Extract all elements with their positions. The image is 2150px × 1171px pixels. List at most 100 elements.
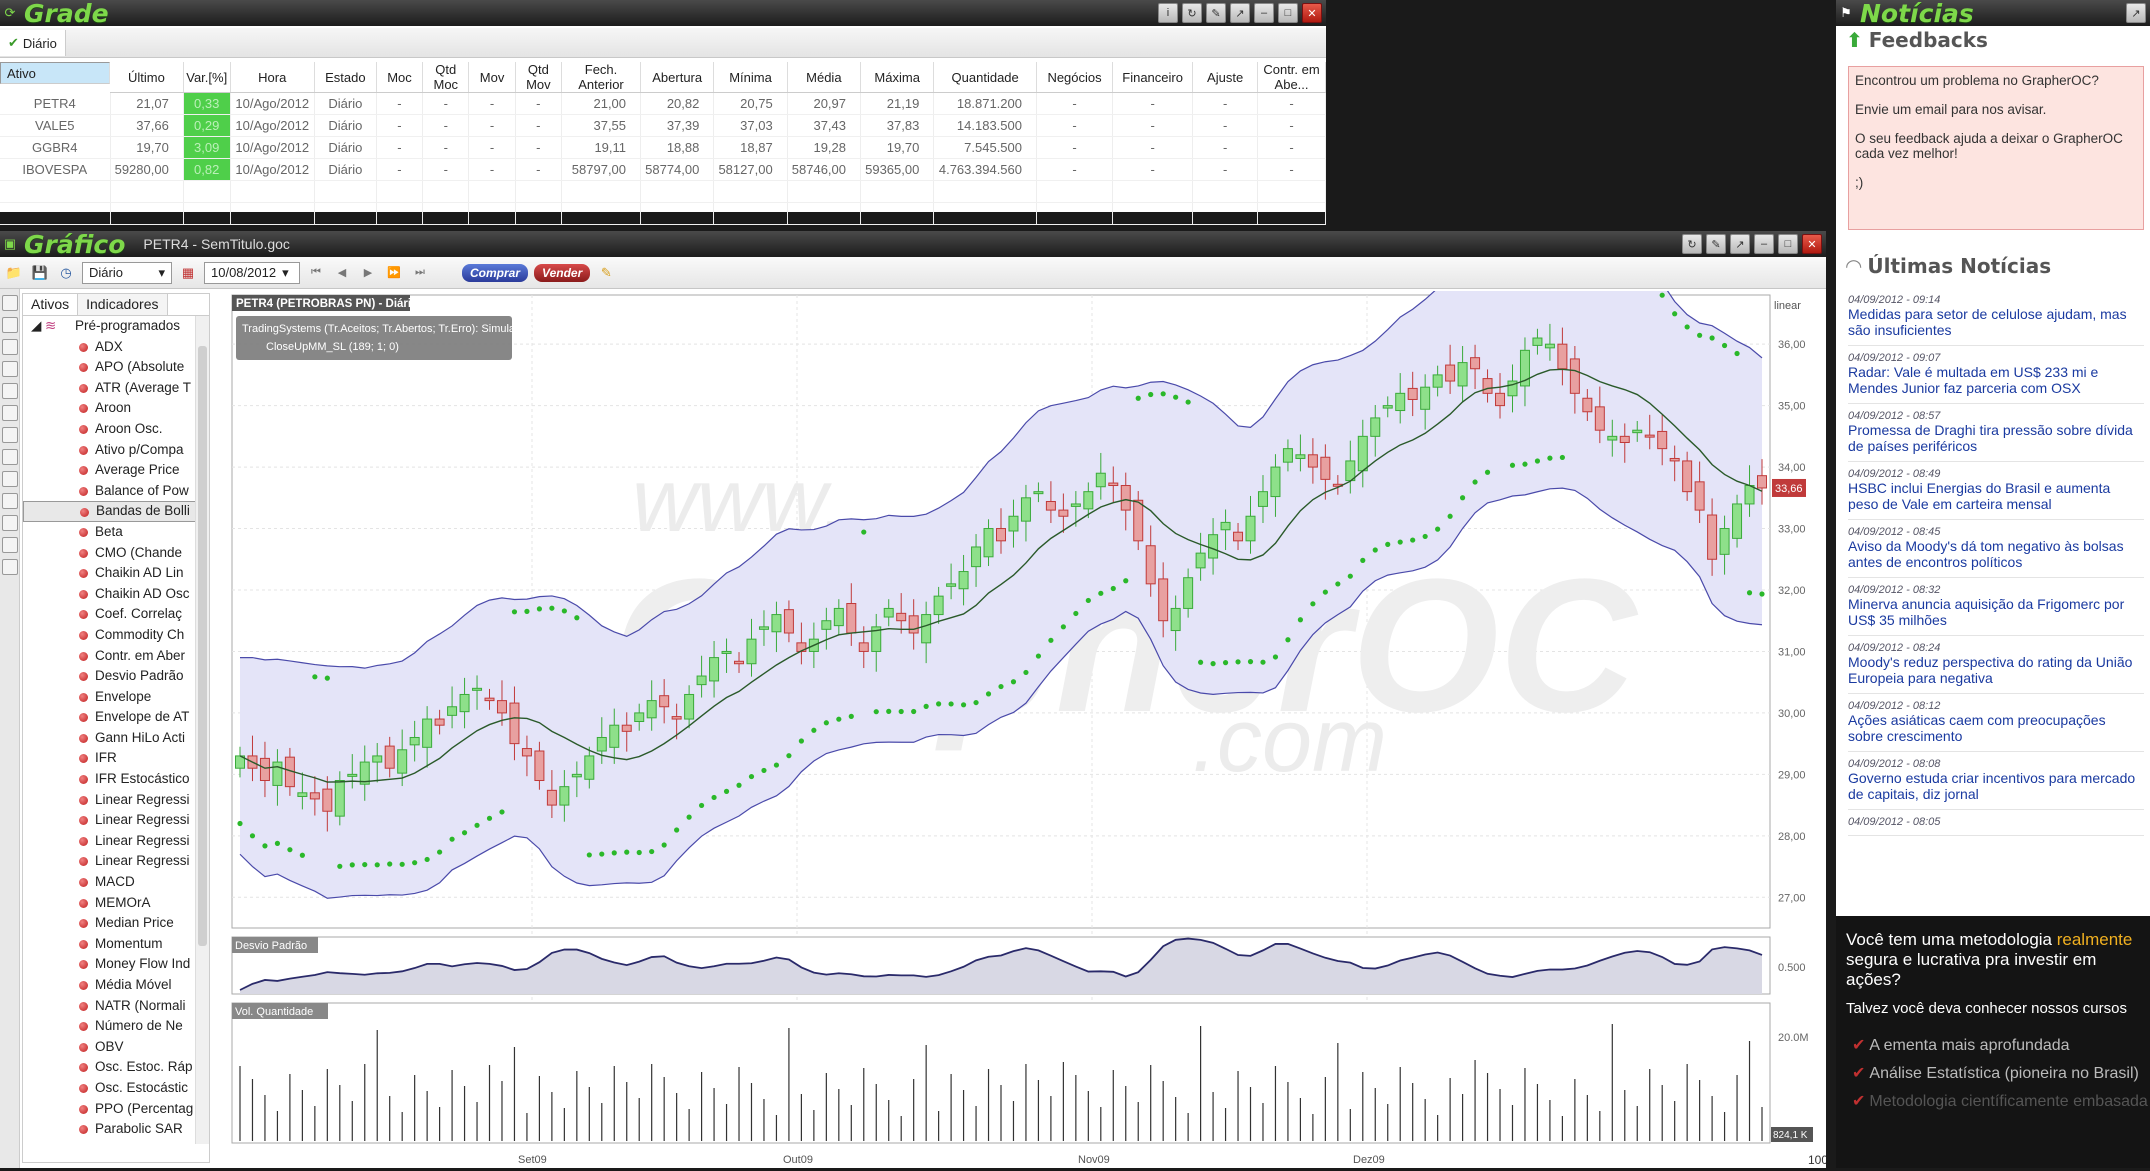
column-header[interactable]: Fech. Anterior [561, 62, 642, 93]
indicator-item[interactable]: Commodity Ch [23, 625, 209, 646]
indicator-item[interactable]: Median Price [23, 913, 209, 934]
pencil-tool-icon[interactable] [2, 317, 18, 333]
column-header[interactable]: Último [110, 62, 184, 93]
table-row[interactable]: PETR4 21,07 0,33 10/Ago/2012 Diário - - - -21,00… [0, 92, 1326, 115]
news-item[interactable]: 04/09/2012 - 09:14 Medidas para setor de … [1848, 288, 2144, 346]
table-row[interactable]: VALE5 37,66 0,29 10/Ago/2012 Diário - - - -37,55… [0, 114, 1326, 137]
column-header[interactable]: Estado [314, 62, 377, 93]
price-chart[interactable]: 36,00 35,00 34,00 33,00 32,00 31,00 30,00 29,00… [212, 249, 1828, 1168]
zoom-level[interactable]: 100 [1808, 1153, 1828, 1167]
indicator-scrollbar[interactable] [195, 316, 209, 1144]
hline-tool-icon[interactable] [2, 427, 18, 443]
indicator-item[interactable]: ADX [23, 337, 209, 358]
shape-tool-icon[interactable] [2, 515, 18, 531]
indicator-item[interactable]: Coef. Correlaç [23, 604, 209, 625]
crosshair-tool-icon[interactable] [2, 339, 18, 355]
indicator-item[interactable]: MACD [23, 872, 209, 893]
table-row[interactable]: GGBR4 19,70 3,09 10/Ago/2012 Diário - - - -19,11… [0, 136, 1326, 159]
hand-tool-icon[interactable] [2, 383, 18, 399]
news-item[interactable]: 04/09/2012 - 08:05 [1848, 810, 2144, 836]
detach-icon[interactable]: ↗ [2126, 3, 2146, 23]
indicator-item[interactable]: IFR [23, 748, 209, 769]
tab-ativos[interactable]: Ativos [23, 294, 79, 315]
indicator-item[interactable]: Balance of Pow [23, 481, 209, 502]
news-item[interactable]: 04/09/2012 - 08:49 HSBC inclui Energias d… [1848, 462, 2144, 520]
fibo-tool-icon[interactable] [2, 449, 18, 465]
indicator-item[interactable]: Chaikin AD Lin [23, 563, 209, 584]
refresh-icon[interactable]: ↻ [1682, 234, 1702, 254]
news-item[interactable]: 04/09/2012 - 08:32 Minerva anuncia aquisi… [1848, 578, 2144, 636]
news-item[interactable]: 04/09/2012 - 09:07 Radar: Vale é multada … [1848, 346, 2144, 404]
column-header[interactable]: Mínima [713, 62, 788, 93]
refresh-icon[interactable]: ↻ [1182, 3, 1202, 23]
edit-icon[interactable]: ✎ [600, 264, 612, 280]
tab-indicadores[interactable]: Indicadores [78, 294, 168, 315]
indicator-item[interactable]: Osc. Estocástic [23, 1078, 209, 1099]
column-header[interactable]: Hora [230, 62, 315, 93]
news-item[interactable]: 04/09/2012 - 08:12 Ações asiáticas caem c… [1848, 694, 2144, 752]
period-select[interactable]: Diário ▾ [82, 261, 172, 284]
zoom-tool-icon[interactable] [2, 361, 18, 377]
indicator-item[interactable]: PPO (Percentag [23, 1099, 209, 1120]
chart-tool-icon[interactable]: ✎ [1206, 3, 1226, 23]
indicator-item[interactable]: Envelope [23, 687, 209, 708]
column-header[interactable]: Contr. em Abe... [1257, 62, 1326, 93]
chart-area[interactable]: 36,00 35,00 34,00 33,00 32,00 31,00 30,00 29,00… [212, 249, 1828, 1168]
sell-button[interactable]: Vender [534, 263, 591, 282]
column-header[interactable]: Quantidade [933, 62, 1037, 93]
indicator-item[interactable]: Chaikin AD Osc [23, 584, 209, 605]
first-icon[interactable]: ⏮ [311, 266, 321, 278]
date-select[interactable]: 10/08/2012 ▾ [204, 261, 300, 284]
column-header[interactable]: Var.[%] [183, 62, 231, 93]
indicator-item[interactable]: Ativo p/Compa [23, 440, 209, 461]
indicator-item[interactable]: Número de Ne [23, 1016, 209, 1037]
indicator-item[interactable]: Money Flow Ind [23, 954, 209, 975]
eraser-tool-icon[interactable] [2, 559, 18, 575]
column-header[interactable]: Máxima [860, 62, 935, 93]
indicator-item[interactable]: NATR (Normali [23, 996, 209, 1017]
column-header[interactable]: Qtd Moc [422, 62, 470, 93]
chart-tool-icon[interactable]: ✎ [1706, 234, 1726, 254]
news-item[interactable]: 04/09/2012 - 08:57 Promessa de Draghi tir… [1848, 404, 2144, 462]
column-header[interactable]: Negócios [1036, 62, 1114, 93]
indicator-item[interactable]: Média Móvel [23, 975, 209, 996]
indicator-item[interactable]: Linear Regressi [23, 831, 209, 852]
table-row[interactable]: IBOVESPA 59280,00 0,82 10/Ago/2012 Diário - - -… [0, 158, 1326, 181]
indicator-item[interactable]: Contr. em Aber [23, 646, 209, 667]
select-tool-icon[interactable] [2, 295, 18, 311]
buy-button[interactable]: Comprar [462, 263, 529, 282]
prev-icon[interactable]: ◀ [337, 267, 347, 279]
indicator-item[interactable]: Desvio Padrão [23, 666, 209, 687]
detach-icon[interactable]: ↗ [1730, 234, 1750, 254]
indicator-scroll-thumb[interactable] [198, 346, 207, 946]
indicator-item[interactable]: Parabolic SAR [23, 1119, 209, 1140]
indicator-item[interactable]: Aroon [23, 398, 209, 419]
tab-diario[interactable]: ✔ Diário [0, 30, 66, 56]
detach-icon[interactable]: ↗ [1230, 3, 1250, 23]
column-header[interactable]: Mov [468, 62, 516, 93]
indicator-item[interactable]: OBV [23, 1037, 209, 1058]
column-header[interactable]: Qtd Mov [515, 62, 562, 93]
column-header[interactable]: Ajuste [1192, 62, 1259, 93]
column-header[interactable]: Ativo [0, 62, 110, 84]
indicator-item[interactable]: Aroon Osc. [23, 419, 209, 440]
news-item[interactable]: 04/09/2012 - 08:08 Governo estuda criar i… [1848, 752, 2144, 810]
indicator-item[interactable]: Beta [23, 522, 209, 543]
last-icon[interactable]: ⏭ [415, 266, 425, 278]
indicator-item[interactable]: IFR Estocástico [23, 769, 209, 790]
indicator-item[interactable]: Linear Regressi [23, 851, 209, 872]
indicator-item[interactable]: Linear Regressi [23, 790, 209, 811]
column-header[interactable]: Média [787, 62, 862, 93]
next-icon[interactable]: ▶ [363, 267, 373, 279]
indicator-item[interactable]: Linear Regressi [23, 810, 209, 831]
tree-header[interactable]: ◢ ≋ Pré-programados [23, 316, 209, 337]
indicator-item[interactable]: Bandas de Bolli [23, 501, 209, 522]
close-icon[interactable]: ✕ [1802, 234, 1822, 254]
close-icon[interactable]: ✕ [1302, 3, 1322, 23]
arrow-tool-icon[interactable] [2, 537, 18, 553]
indicator-item[interactable]: ATR (Average T [23, 378, 209, 399]
maximize-icon[interactable]: □ [1278, 3, 1298, 23]
indicator-item[interactable]: APO (Absolute [23, 357, 209, 378]
save-icon[interactable]: 💾 [31, 264, 49, 280]
column-header[interactable]: Financeiro [1112, 62, 1194, 93]
